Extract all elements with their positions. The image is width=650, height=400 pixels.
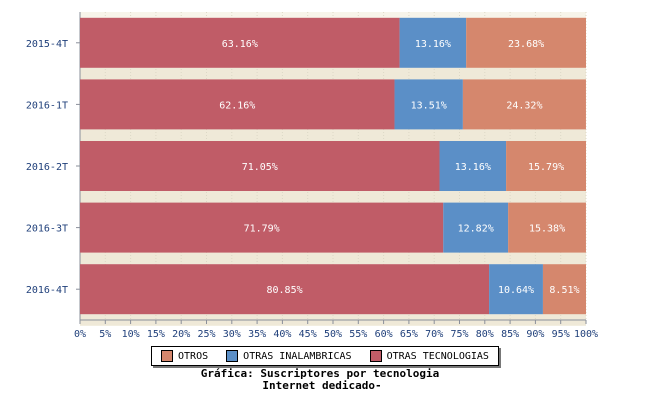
bar-value-label: 8.51%: [549, 285, 579, 296]
bar-segment: [80, 264, 490, 315]
x-tick-label: 80%: [476, 329, 494, 340]
x-tick-label: 40%: [273, 329, 291, 340]
bar-segment: [439, 141, 507, 191]
legend-swatch-otras-tecnologias: [369, 350, 382, 362]
stacked-bar-chart: 0% 5% 10% 15% 20% 25% 30% 35% 40% 45% 50% 55% 60% 65%…: [26, 12, 598, 340]
bar-value-label: 71.79%: [244, 224, 280, 235]
x-tick-label: 100%: [574, 329, 598, 340]
x-tick-label: 0%: [74, 329, 86, 340]
x-tick-label: 15%: [147, 329, 165, 340]
bar-segment: [80, 79, 395, 130]
bar-segment: [462, 79, 586, 130]
bar-segment: [80, 17, 400, 68]
bar-value-label: 71.05%: [242, 162, 278, 173]
legend-swatch-otras-inalambricas: [226, 350, 239, 362]
bar-segment: [394, 79, 463, 130]
bar-segment: [399, 17, 467, 68]
bar-value-label: 24.32%: [506, 100, 542, 111]
x-tick-label: 55%: [349, 329, 367, 340]
bar-segment: [80, 141, 440, 191]
bar-value-label: 13.16%: [415, 39, 451, 50]
plot-gap-band: [80, 67, 586, 80]
bar-value-label: 15.79%: [528, 162, 564, 173]
bar-value-label: 15.38%: [529, 224, 565, 235]
bar-segment: [508, 202, 586, 253]
x-tick-label: 65%: [400, 329, 418, 340]
x-tick-label: 5%: [99, 329, 111, 340]
legend-item-otros: OTROS: [161, 350, 208, 362]
x-tick-label: 45%: [299, 329, 317, 340]
legend-item-otras-tecnologias: OTRAS TECNOLOGIAS: [369, 350, 489, 362]
category-label: 2016-4T: [26, 285, 68, 296]
x-tick-label: 75%: [450, 329, 468, 340]
x-tick-label: 85%: [501, 329, 519, 340]
legend: OTROS OTRAS INALAMBRICAS OTRAS TECNOLOGI…: [151, 346, 499, 366]
chart-title-line1: Gráfica: Suscriptores por tecnologia: [200, 367, 440, 380]
category-label: 2016-3T: [26, 224, 68, 235]
bar-segment: [489, 264, 543, 315]
bar-segment: [466, 17, 586, 68]
chart-title-line2: Internet dedicado-: [262, 379, 382, 392]
bar-value-label: 62.16%: [219, 100, 255, 111]
x-tick-label: 95%: [552, 329, 570, 340]
category-label: 2016-2T: [26, 162, 68, 173]
x-tick-label: 35%: [248, 329, 266, 340]
bar-value-label: 63.16%: [222, 39, 258, 50]
legend-label-otras-inalambricas: OTRAS INALAMBRICAS: [243, 350, 352, 362]
legend-item-otras-inalambricas: OTRAS INALAMBRICAS: [226, 350, 352, 362]
bar-segment: [443, 202, 509, 253]
bar-segment: [506, 141, 586, 191]
x-tick-label: 90%: [526, 329, 544, 340]
legend-label-otros: OTROS: [178, 350, 209, 362]
legend-label-otras-tecnologias: OTRAS TECNOLOGIAS: [386, 350, 489, 362]
bar-segment: [80, 202, 444, 253]
bar-value-label: 23.68%: [508, 39, 544, 50]
x-tick-label: 50%: [324, 329, 342, 340]
x-tick-label: 10%: [122, 329, 140, 340]
x-tick-label: 25%: [197, 329, 215, 340]
bar-segment: [542, 264, 586, 315]
category-label: 2016-1T: [26, 100, 68, 111]
bar-value-label: 13.51%: [411, 100, 447, 111]
x-tick-label: 70%: [425, 329, 443, 340]
bar-value-label: 12.82%: [458, 224, 494, 235]
x-tick-label: 20%: [172, 329, 190, 340]
plot-gap-band: [80, 191, 586, 203]
bar-value-label: 10.64%: [498, 285, 534, 296]
bar-value-label: 13.16%: [455, 162, 491, 173]
category-label: 2015-4T: [26, 39, 68, 50]
x-tick-label: 30%: [223, 329, 241, 340]
legend-swatch-otros: [161, 350, 174, 362]
bar-value-label: 80.85%: [266, 285, 302, 296]
chart-title: Gráfica: Suscriptores por tecnologia Int…: [0, 368, 650, 392]
x-tick-label: 60%: [375, 329, 393, 340]
